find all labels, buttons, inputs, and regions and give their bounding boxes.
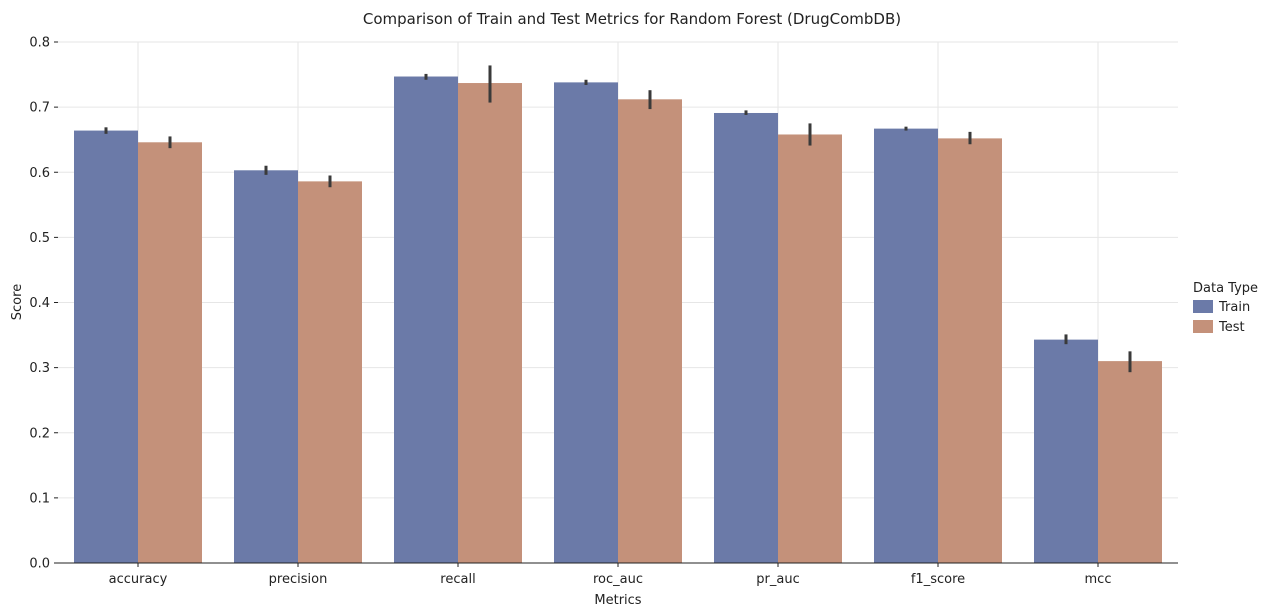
bar-train-pr_auc <box>714 112 778 563</box>
bar-test-pr_auc <box>778 134 842 564</box>
bar-train-f1_score <box>874 128 938 563</box>
y-tick-label: 0.5 <box>29 231 50 246</box>
legend-label-train: Train <box>1218 300 1250 315</box>
bar-train-mcc <box>1034 339 1098 563</box>
y-axis-label: Score <box>10 284 25 320</box>
x-tick-label: accuracy <box>109 572 168 587</box>
y-tick-label: 0.2 <box>29 426 50 441</box>
y-tick-label: 0.7 <box>29 101 50 116</box>
bar-train-roc_auc <box>554 82 618 563</box>
legend-title: Data Type <box>1193 281 1258 296</box>
x-tick-label: recall <box>440 572 475 587</box>
chart-title: Comparison of Train and Test Metrics for… <box>363 10 901 28</box>
x-tick-label: precision <box>269 572 328 587</box>
x-tick-label: f1_score <box>911 572 965 587</box>
x-tick-label: mcc <box>1085 572 1112 587</box>
error-bars <box>104 65 1132 373</box>
bar-test-precision <box>298 181 362 563</box>
legend-swatch-train <box>1193 300 1213 313</box>
bar-test-accuracy <box>138 142 202 564</box>
bar-test-roc_auc <box>618 99 682 563</box>
y-tick-label: 0.3 <box>29 361 50 376</box>
y-tick-label: 0.1 <box>29 491 50 506</box>
x-axis-ticks: accuracy precision recall roc_auc pr_auc f1_s… <box>109 563 1112 587</box>
y-tick-label: 0.0 <box>29 557 50 572</box>
bar-test-mcc <box>1098 361 1162 563</box>
y-tick-label: 0.6 <box>29 166 50 181</box>
bar-test-f1_score <box>938 138 1002 563</box>
bar-train-precision <box>234 170 298 563</box>
bars <box>74 76 1162 564</box>
legend: Data Type Train Test <box>1193 281 1258 335</box>
bar-test-recall <box>458 83 522 563</box>
legend-label-test: Test <box>1218 320 1245 335</box>
x-tick-label: roc_auc <box>593 572 643 587</box>
bar-train-accuracy <box>74 130 138 563</box>
legend-swatch-test <box>1193 320 1213 333</box>
x-tick-label: pr_auc <box>756 572 799 587</box>
bar-train-recall <box>394 76 458 564</box>
y-axis-ticks: 0.0 0.1 0.2 0.3 0.4 0.5 0.6 0.7 0.8 <box>29 36 58 572</box>
y-tick-label: 0.8 <box>29 36 50 51</box>
x-axis-label: Metrics <box>594 593 641 608</box>
y-tick-label: 0.4 <box>29 296 50 311</box>
